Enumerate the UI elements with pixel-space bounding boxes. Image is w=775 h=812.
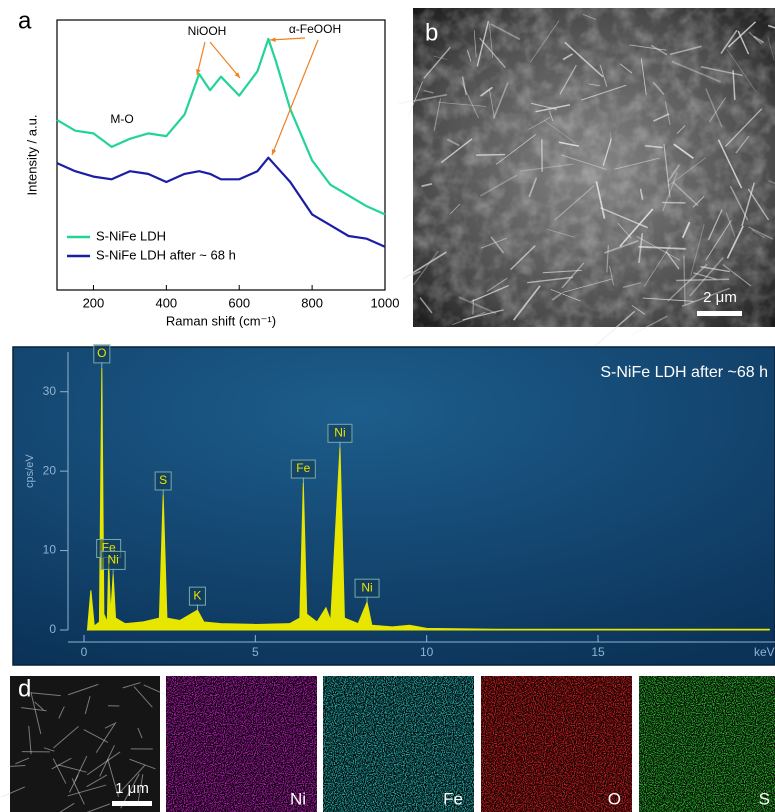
annotation: α-FeOOH — [289, 22, 341, 36]
x-tick-label: 10 — [420, 645, 434, 659]
x-tick-label: 600 — [228, 295, 250, 310]
map-element-label: Ni — [290, 789, 306, 808]
x-tick-label: 1000 — [371, 295, 400, 310]
panel-label: d — [18, 675, 31, 702]
y-tick-label: 30 — [43, 384, 57, 398]
eds-background — [13, 347, 775, 665]
peak-label: O — [97, 346, 106, 360]
annotation-arrow — [210, 42, 240, 78]
annotation: NiOOH — [188, 24, 227, 38]
scale-bar — [112, 801, 152, 806]
map-element-label: S — [759, 789, 770, 808]
peak-label: Ni — [334, 425, 345, 439]
map-signal — [639, 676, 775, 812]
peak-label: Ni — [107, 553, 118, 567]
arrow-head — [272, 149, 276, 155]
x-tick-label: 5 — [252, 645, 259, 659]
panel-label: a — [18, 7, 32, 34]
annotation: M-O — [110, 112, 133, 126]
peak-label: Ni — [361, 580, 372, 594]
y-tick-label: 10 — [43, 543, 57, 557]
x-tick-label: 200 — [83, 295, 105, 310]
x-tick-label: 400 — [155, 295, 177, 310]
x-axis-label: keV — [754, 645, 775, 659]
x-axis-label: Raman shift (cm⁻¹) — [166, 313, 276, 328]
legend-label: S-NiFe LDH — [96, 228, 166, 243]
peak-label: S — [159, 473, 167, 487]
x-tick-label: 15 — [591, 645, 605, 659]
y-tick-label: 0 — [49, 622, 56, 636]
chart-title: S-NiFe LDH after ~68 h — [600, 364, 768, 381]
panel-label: b — [425, 19, 438, 46]
scale-bar-label: 2 μm — [703, 289, 737, 306]
x-tick-label: 800 — [301, 295, 323, 310]
map-element-label: Fe — [443, 789, 463, 808]
peak-label: K — [193, 588, 201, 602]
scale-bar-label: 1 μm — [115, 780, 149, 797]
scale-bar — [697, 311, 742, 316]
x-tick-label: 0 — [81, 645, 88, 659]
y-axis-label: cps/eV — [24, 454, 36, 488]
map-element-label: O — [608, 789, 621, 808]
arrow-head — [270, 37, 276, 42]
legend-label: S-NiFe LDH after ~ 68 h — [96, 247, 236, 262]
sem-flake — [476, 155, 505, 156]
y-tick-label: 20 — [43, 463, 57, 477]
peak-label: Fe — [296, 461, 310, 475]
figure: a b c d 2 μm1 μmNiFeOS2004006008001000Ra… — [0, 0, 775, 812]
y-axis-label: Intensity / a.u. — [24, 115, 39, 196]
annotation-arrow — [272, 40, 318, 155]
series-line — [57, 39, 385, 215]
